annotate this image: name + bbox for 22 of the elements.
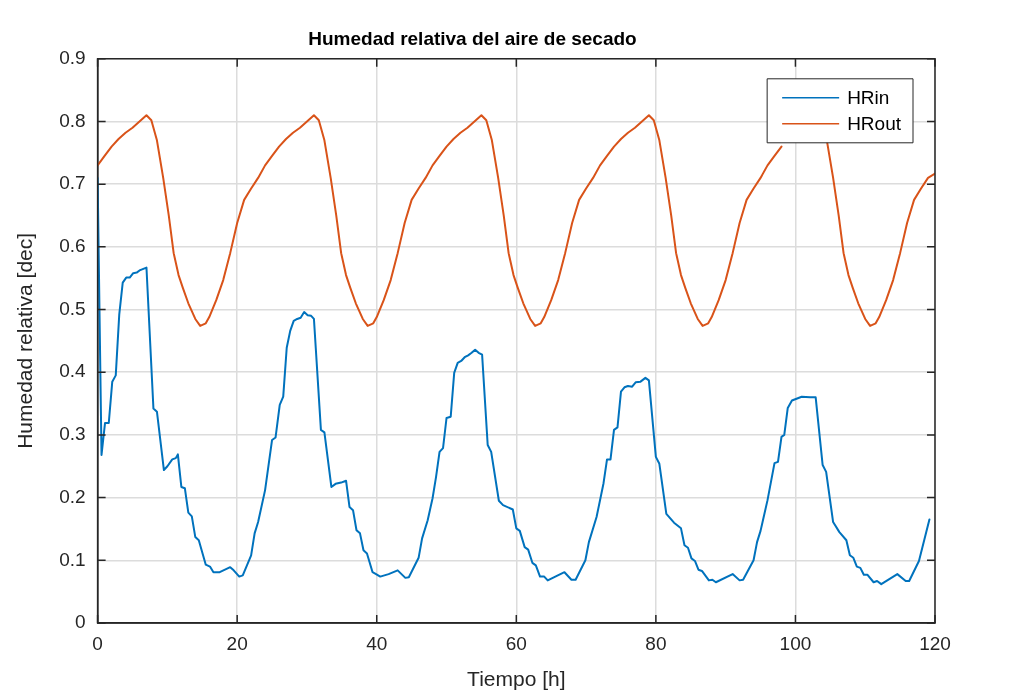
x-tick-label: 120 [919, 632, 951, 654]
y-tick-label: 0.7 [59, 172, 86, 194]
x-tick-label: 20 [226, 632, 248, 654]
y-tick-label: 0.3 [59, 423, 86, 445]
y-tick-label: 0.1 [59, 548, 86, 570]
x-axis-title: Tiempo [h] [467, 667, 566, 691]
x-tick-label: 40 [366, 632, 388, 654]
x-tick-label: 100 [779, 632, 812, 654]
x-tick-label: 60 [505, 632, 527, 654]
chart-title: Humedad relativa del aire de secado [308, 27, 637, 49]
legend-label: HRout [847, 113, 902, 135]
y-axis-title: Humedad relativa [dec] [13, 232, 37, 449]
y-tick-label: 0.9 [59, 47, 86, 69]
x-tick-label: 0 [92, 632, 103, 654]
y-tick-label: 0.2 [59, 485, 86, 507]
y-tick-label: 0.8 [59, 109, 86, 131]
y-tick-label: 0.5 [59, 297, 86, 319]
y-tick-label: 0.4 [59, 360, 87, 382]
legend-label: HRin [847, 87, 890, 109]
x-tick-label: 80 [645, 632, 667, 654]
y-tick-label: 0 [75, 611, 86, 633]
y-tick-label: 0.6 [59, 235, 86, 257]
